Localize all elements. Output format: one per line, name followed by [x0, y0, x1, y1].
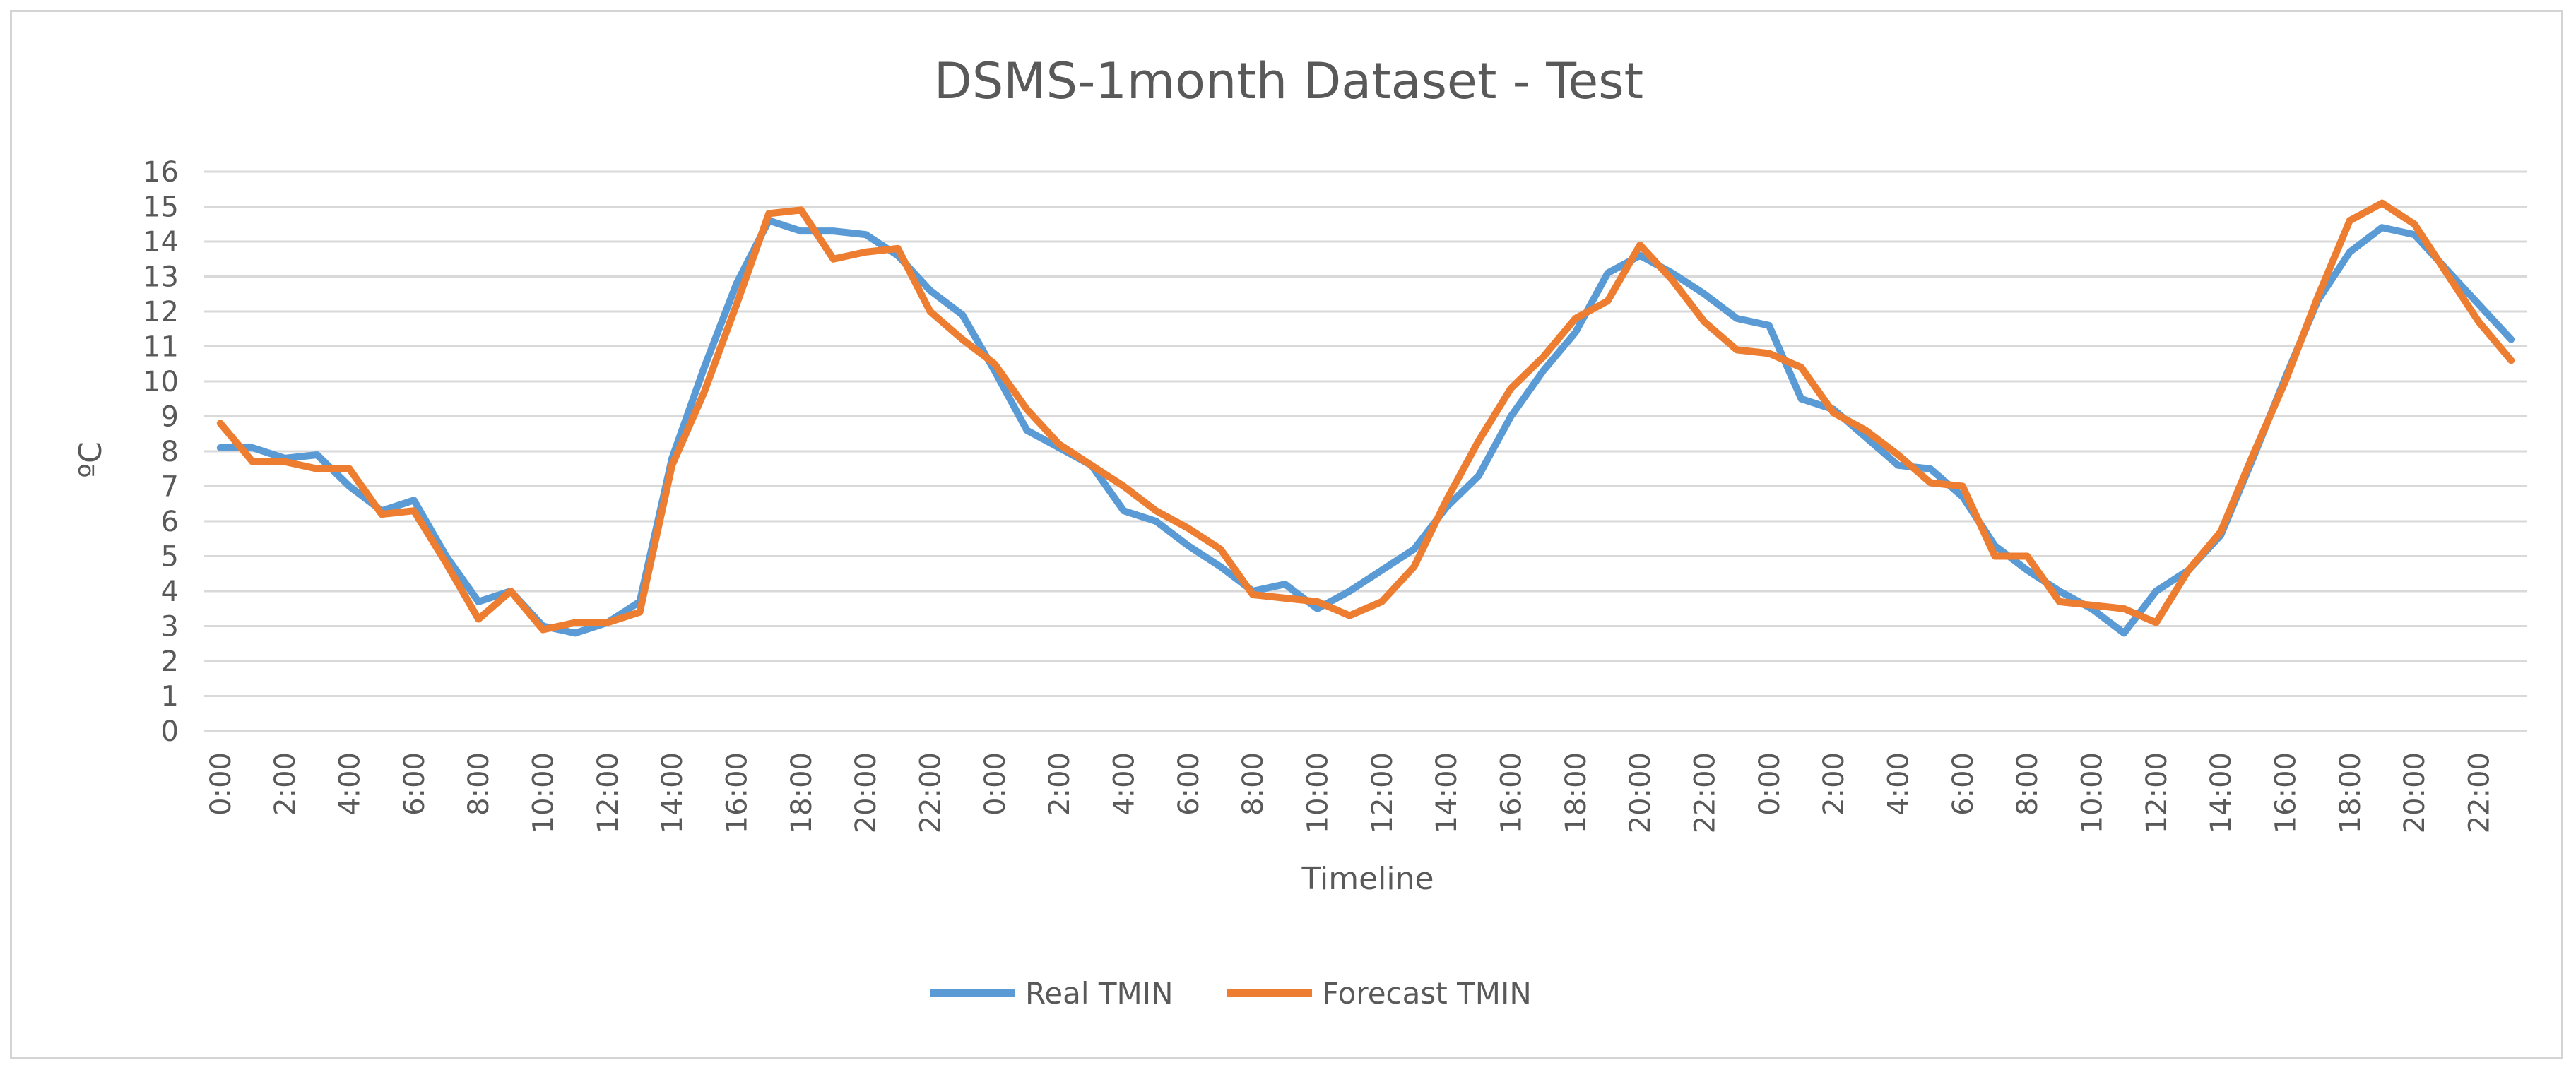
x-tick-label: 6:00	[398, 752, 431, 816]
x-tick-label: 4:00	[334, 752, 367, 816]
legend-label: Real TMIN	[1025, 976, 1174, 1011]
y-tick-label: 15	[143, 191, 179, 224]
y-tick-label: 2	[161, 646, 179, 678]
x-tick-label: 22:00	[1689, 752, 1722, 833]
x-tick-label: 0:00	[979, 752, 1012, 816]
x-tick-label: 14:00	[2205, 752, 2238, 833]
chart-frame: DSMS-1month Dataset - Test 0 1 2 3 4 5 6 7 8 9 10 1…	[10, 10, 2563, 1059]
x-tick-label: 10:00	[2076, 752, 2109, 833]
y-tick-label: 8	[161, 436, 179, 468]
y-tick-label: 13	[143, 261, 179, 294]
y-tick-label: 14	[143, 226, 179, 258]
x-tick-label: 18:00	[786, 752, 818, 833]
series-line-forecast-tmin	[216, 199, 2515, 634]
x-tick-label: 18:00	[2334, 752, 2367, 833]
grid-lines	[204, 170, 2527, 732]
y-tick-label: 11	[143, 331, 179, 364]
x-tick-label: 6:00	[1947, 752, 1980, 816]
x-tick-label: 6:00	[1173, 752, 1205, 816]
y-tick-label: 12	[143, 296, 179, 328]
x-tick-label: 12:00	[592, 752, 625, 833]
x-tick-label: 10:00	[1302, 752, 1335, 833]
x-tick-label: 20:00	[2399, 752, 2431, 833]
y-tick-label: 1	[161, 681, 179, 713]
x-tick-label: 0:00	[1754, 752, 1786, 816]
y-tick-label: 10	[143, 366, 179, 398]
x-tick-label: 2:00	[269, 752, 302, 816]
x-tick-label: 12:00	[1366, 752, 1399, 833]
x-tick-label: 2:00	[1818, 752, 1850, 816]
x-tick-label: 14:00	[1431, 752, 1463, 833]
x-tick-label: 4:00	[1109, 752, 1141, 816]
x-tick-label: 8:00	[2011, 752, 2044, 816]
x-tick-label: 10:00	[528, 752, 560, 833]
y-tick-label: 9	[161, 401, 179, 434]
chart-title: DSMS-1month Dataset - Test	[934, 52, 1643, 110]
x-tick-label: 8:00	[1237, 752, 1270, 816]
x-tick-label: 16:00	[1496, 752, 1528, 833]
y-tick-label: 5	[161, 541, 179, 573]
x-axis-label: Timeline	[1301, 861, 1434, 897]
legend-item-real-tmin: Real TMIN	[930, 976, 1174, 1011]
x-tick-label: 2:00	[1044, 752, 1076, 816]
x-tick-label: 14:00	[656, 752, 689, 833]
legend-item-forecast-tmin: Forecast TMIN	[1227, 976, 1532, 1011]
x-tick-label: 22:00	[915, 752, 947, 833]
x-tick-label: 8:00	[463, 752, 495, 816]
y-tick-label: 4	[161, 576, 179, 608]
line-chart: DSMS-1month Dataset - Test 0123456789101…	[73, 52, 2527, 1011]
x-tick-label: 12:00	[2141, 752, 2173, 833]
y-tick-label: 6	[161, 506, 179, 538]
series-lines	[216, 199, 2515, 637]
x-tick-label: 0:00	[205, 752, 237, 816]
x-tick-label: 16:00	[2270, 752, 2303, 833]
x-tick-label: 20:00	[850, 752, 882, 833]
x-tick-label: 20:00	[1624, 752, 1657, 833]
legend: Real TMIN Forecast TMIN	[930, 976, 1532, 1011]
y-axis-label: ºC	[73, 441, 109, 477]
y-tick-label: 3	[161, 611, 179, 643]
x-tick-label: 18:00	[1560, 752, 1593, 833]
legend-label: Forecast TMIN	[1322, 976, 1532, 1011]
y-tick-label: 0	[161, 715, 179, 748]
x-axis-ticks: 0:00 2:00 4:00 6:00 8:00 10:00 12:00 14:00 16:00…	[205, 752, 2496, 833]
x-tick-label: 16:00	[721, 752, 754, 833]
y-tick-label: 7	[161, 471, 179, 504]
y-tick-label: 16	[143, 156, 179, 189]
x-tick-label: 4:00	[1883, 752, 1915, 816]
series-line-real-tmin	[216, 217, 2515, 637]
x-tick-label: 22:00	[2464, 752, 2496, 833]
